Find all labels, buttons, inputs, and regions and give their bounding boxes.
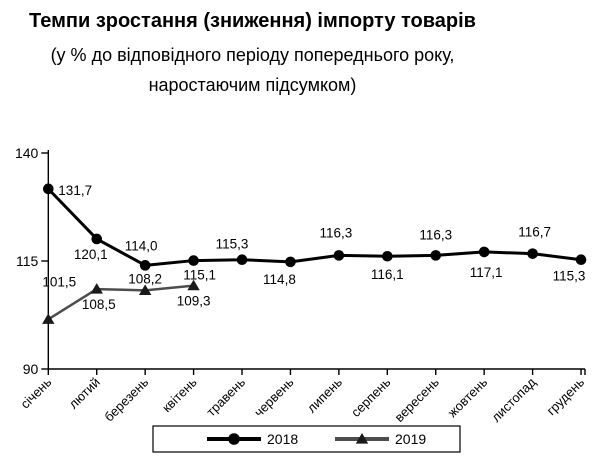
data-point-label-2019: 109,3 [177, 294, 211, 309]
data-point-label-2018: 116,7 [518, 225, 551, 240]
data-point-label-2018: 116,1 [371, 267, 404, 282]
x-axis-label: жовтень [445, 374, 491, 420]
x-axis-label: листопад [488, 374, 539, 425]
y-axis-tick-label: 115 [16, 253, 39, 269]
data-point-marker-2018 [527, 248, 538, 259]
data-point-marker-2018 [91, 233, 103, 245]
data-point-label-2018: 117,1 [470, 265, 503, 280]
data-point-marker-2018 [236, 254, 248, 266]
chart-subtitle-line-2: наростаючим підсумком) [148, 75, 357, 95]
data-point-label-2018: 116,3 [319, 225, 352, 240]
data-point-label-2018: 114,0 [125, 238, 158, 253]
series-2018-line [46, 187, 583, 267]
series-2019-line [47, 284, 195, 321]
data-point-marker-2019 [42, 313, 55, 324]
legend-marker-2019 [355, 433, 369, 444]
chart-subtitle: (у % до відповідного періоду попередньог… [0, 40, 505, 100]
x-axis-label: грудень [544, 374, 588, 418]
data-point-label-2018: 115,1 [183, 268, 216, 283]
x-axis-label: квітень [159, 374, 200, 415]
data-point-marker-2018 [285, 256, 296, 268]
x-axis-label: серпень [348, 374, 394, 420]
data-point-marker-2018 [188, 255, 199, 266]
x-axis-label: січень [17, 374, 54, 411]
legend-marker-2018 [228, 433, 240, 445]
y-axis-tick-label: 90 [23, 361, 39, 377]
chart-title: Темпи зростання (зниження) імпорту товар… [29, 10, 476, 32]
data-point-marker-2018 [139, 260, 151, 271]
data-point-marker-2018 [382, 250, 393, 262]
legend-box [152, 425, 461, 453]
x-axis-label: вересень [392, 374, 442, 424]
x-axis-label: березень [101, 374, 151, 424]
data-point-label-2018: 120,1 [74, 247, 108, 262]
data-point-label-2019: 108,2 [128, 271, 162, 286]
legend-label-2019: 2019 [395, 431, 426, 447]
data-point-marker-2018 [333, 250, 345, 261]
x-axis-label: червень [251, 374, 297, 420]
chart-header: Темпи зростання (зниження) імпорту товар… [0, 10, 505, 100]
data-point-label-2018: 115,3 [553, 269, 586, 284]
data-point-marker-2019 [90, 283, 103, 294]
data-point-marker-2018 [575, 254, 587, 266]
data-point-label-2018: 115,3 [216, 237, 249, 252]
y-axis-tick-label: 140 [15, 145, 39, 161]
data-point-marker-2018 [430, 250, 442, 261]
data-point-marker-2018 [43, 183, 54, 195]
x-axis-label: лютий [66, 375, 103, 412]
data-point-marker-2018 [478, 246, 490, 258]
x-axis-label: травень [203, 374, 248, 419]
chart-subtitle-line-1: (у % до відповідного періоду попередньог… [50, 45, 455, 65]
data-point-marker-2019 [187, 279, 200, 291]
x-axis-label: липень [304, 374, 345, 415]
legend-label-2018: 2018 [267, 431, 298, 447]
data-point-label-2018: 116,3 [419, 227, 452, 242]
data-point-label-2018: 131,7 [58, 183, 92, 198]
data-point-label-2019: 101,5 [42, 274, 76, 289]
data-point-label-2019: 108,5 [82, 297, 116, 312]
data-point-label-2018: 114,8 [263, 272, 296, 287]
data-point-marker-2019 [138, 284, 152, 295]
